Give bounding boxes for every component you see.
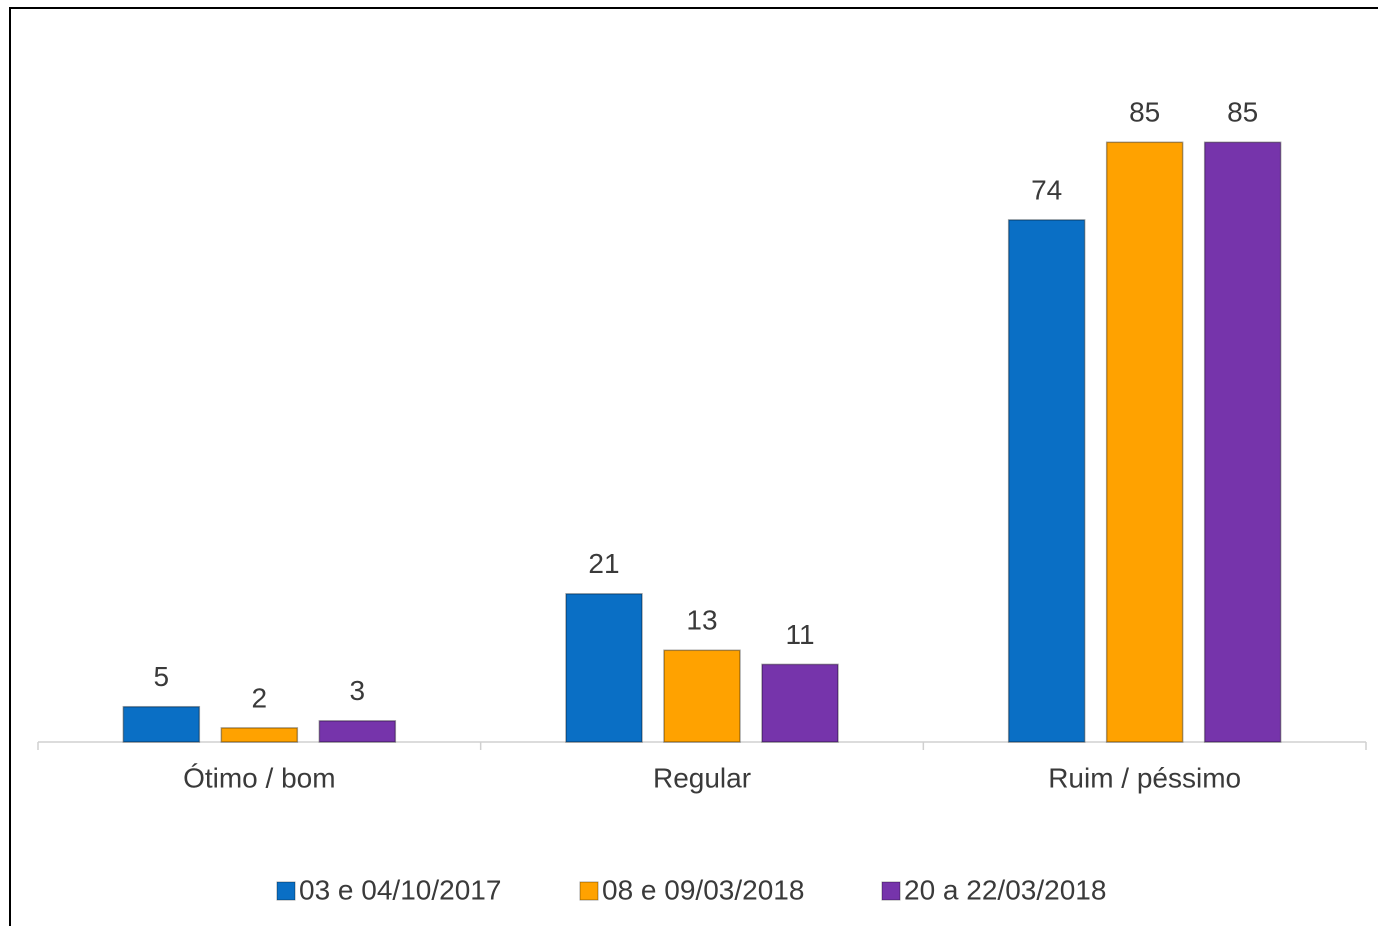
bar	[220, 727, 299, 743]
bar	[565, 593, 643, 743]
data-label: 85	[1227, 97, 1258, 128]
bar	[1203, 141, 1282, 743]
data-label: 85	[1129, 97, 1160, 128]
bar	[122, 705, 201, 743]
legend-swatch	[579, 881, 599, 901]
bar	[1105, 141, 1184, 743]
bar	[1007, 219, 1086, 743]
x-tick-label: Regular	[653, 762, 751, 793]
data-label: 11	[785, 619, 814, 650]
bar	[761, 663, 839, 743]
bar	[318, 720, 397, 743]
bar	[663, 649, 741, 743]
x-tick-label: Ótimo / bom	[183, 762, 335, 793]
legend-label: 20 a 22/03/2018	[904, 874, 1106, 905]
legend-swatch	[881, 881, 901, 901]
data-label: 2	[252, 682, 268, 713]
data-label: 5	[154, 661, 170, 692]
legend-label: 03 e 04/10/2017	[299, 874, 501, 905]
x-tick-label: Ruim / péssimo	[1048, 762, 1241, 793]
data-label: 3	[350, 675, 366, 706]
data-label: 74	[1031, 174, 1062, 205]
data-label: 21	[588, 548, 619, 579]
legend-swatch	[276, 881, 296, 901]
legend-label: 08 e 09/03/2018	[602, 874, 804, 905]
data-label: 13	[686, 605, 717, 636]
